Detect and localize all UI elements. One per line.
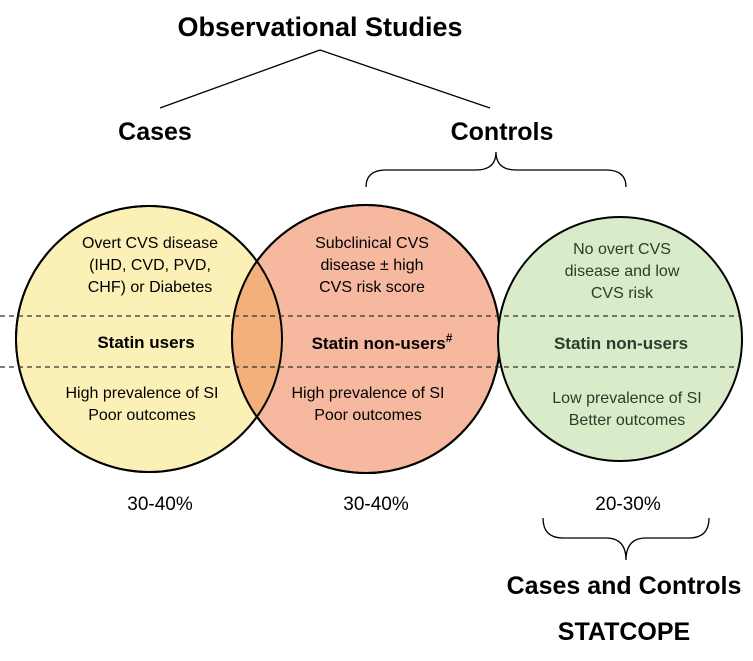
- subclinical-top-line-1: Subclinical CVS: [315, 235, 429, 252]
- lowrisk-top-line-3: CVS risk: [591, 285, 654, 302]
- subclinical-bottom-line-2: Poor outcomes: [314, 407, 422, 424]
- controls-label: Controls: [451, 118, 554, 146]
- cases-label: Cases: [118, 118, 192, 146]
- cases-bottom-line-1: High prevalence of SI: [66, 385, 219, 402]
- lowrisk-percent: 20-30%: [595, 494, 661, 515]
- cases-percent: 30-40%: [127, 494, 193, 515]
- lowrisk-bottom-line-2: Better outcomes: [569, 412, 686, 429]
- bottom-brace: [542, 517, 710, 561]
- branch-line-cases: [159, 49, 321, 109]
- circle-controls-low-risk: [497, 216, 743, 462]
- subclinical-top-line-3: CVS risk score: [319, 279, 425, 296]
- cases-top-line-2: (IHD, CVD, PVD,: [89, 257, 211, 274]
- subclinical-statin-label: Statin non-users#: [312, 331, 453, 353]
- subclinical-top-line-2: disease ± high: [320, 257, 423, 274]
- lowrisk-statin-label: Statin non-users: [554, 334, 688, 353]
- controls-brace: [365, 151, 627, 188]
- branch-line-controls: [319, 49, 491, 109]
- circle-cases-outline: [15, 205, 283, 473]
- subclinical-percent: 30-40%: [343, 494, 409, 515]
- subclinical-statin-text: Statin non-users: [312, 334, 446, 353]
- subclinical-bottom-line-1: High prevalence of SI: [292, 385, 445, 402]
- lowrisk-bottom-line-1: Low prevalence of SI: [552, 390, 701, 407]
- cases-statin-label: Statin users: [97, 333, 194, 352]
- cases-bottom-line-2: Poor outcomes: [88, 407, 196, 424]
- diagram-title: Observational Studies: [177, 12, 462, 42]
- lowrisk-top-line-2: disease and low: [565, 263, 680, 280]
- subclinical-statin-footnote-mark: #: [446, 331, 453, 345]
- study-name: STATCOPE: [558, 618, 690, 646]
- lowrisk-top-line-1: No overt CVS: [573, 241, 671, 258]
- cases-and-controls-label: Cases and Controls: [507, 572, 742, 600]
- cases-top-line-3: CHF) or Diabetes: [88, 279, 212, 296]
- cases-top-line-1: Overt CVS disease: [82, 235, 218, 252]
